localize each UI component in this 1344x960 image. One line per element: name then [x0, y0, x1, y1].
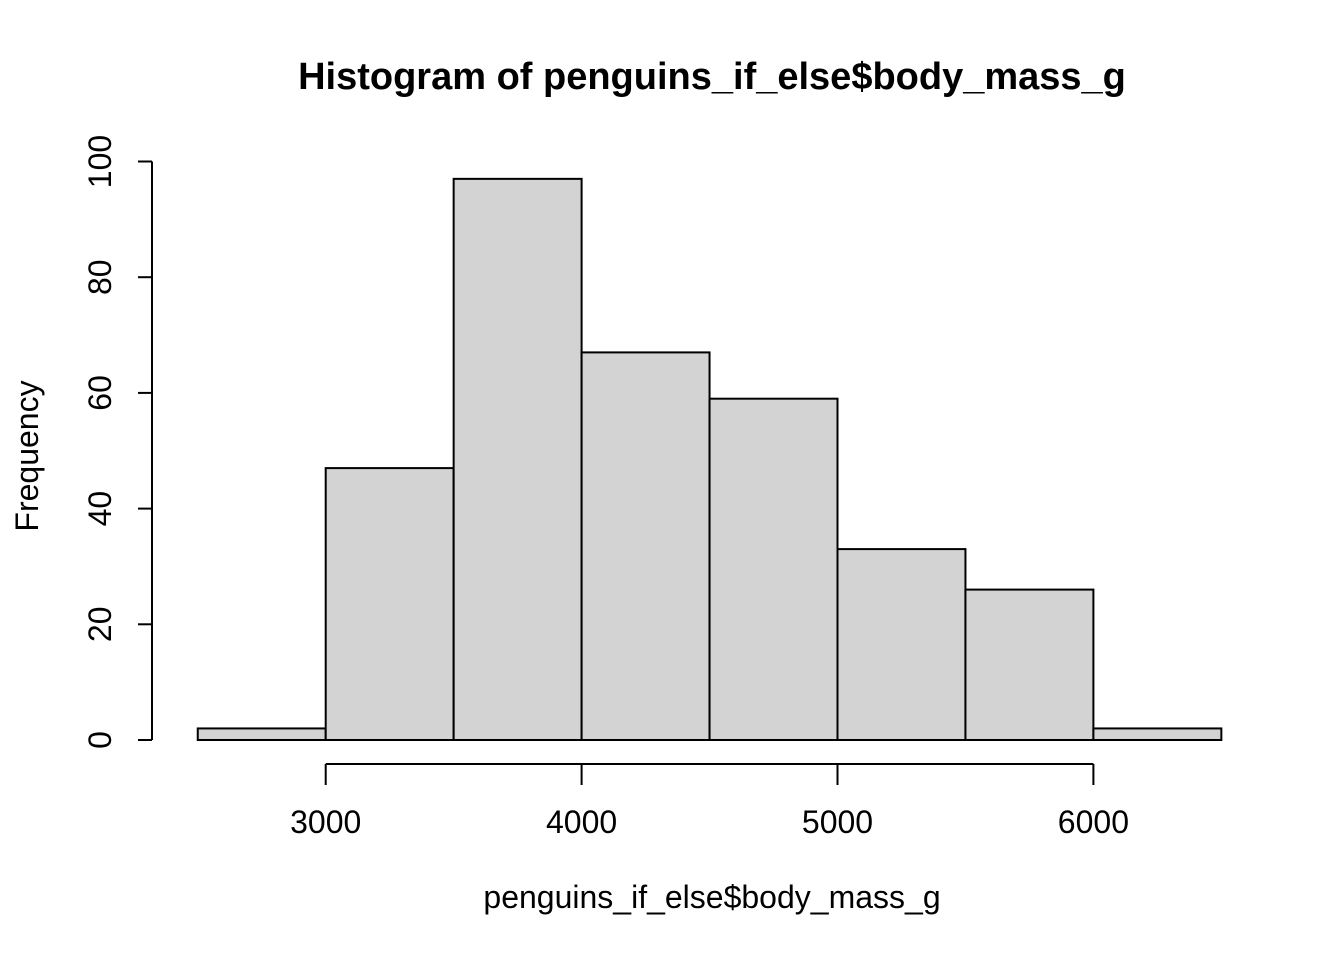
x-tick-label: 3000	[290, 804, 361, 840]
x-tick-label: 5000	[802, 804, 873, 840]
y-tick-label: 0	[82, 731, 118, 749]
histogram-bar	[1092, 727, 1223, 741]
histogram-bar	[708, 397, 839, 741]
y-tick-label: 60	[82, 375, 118, 411]
y-tick-label: 100	[82, 135, 118, 188]
x-tick-label: 6000	[1058, 804, 1129, 840]
histogram-bar	[580, 351, 711, 741]
y-tick-label: 80	[82, 259, 118, 295]
y-tick-label: 40	[82, 491, 118, 527]
histogram-bar	[452, 177, 583, 742]
histogram-bar	[964, 588, 1095, 742]
x-axis-label: penguins_if_else$body_mass_g	[483, 879, 941, 915]
histogram-bar	[324, 467, 455, 741]
x-tick-label: 4000	[546, 804, 617, 840]
y-tick-label: 20	[82, 607, 118, 643]
chart-title: Histogram of penguins_if_else$body_mass_…	[298, 56, 1126, 98]
histogram-bar	[196, 727, 327, 741]
histogram-bar	[836, 548, 967, 741]
